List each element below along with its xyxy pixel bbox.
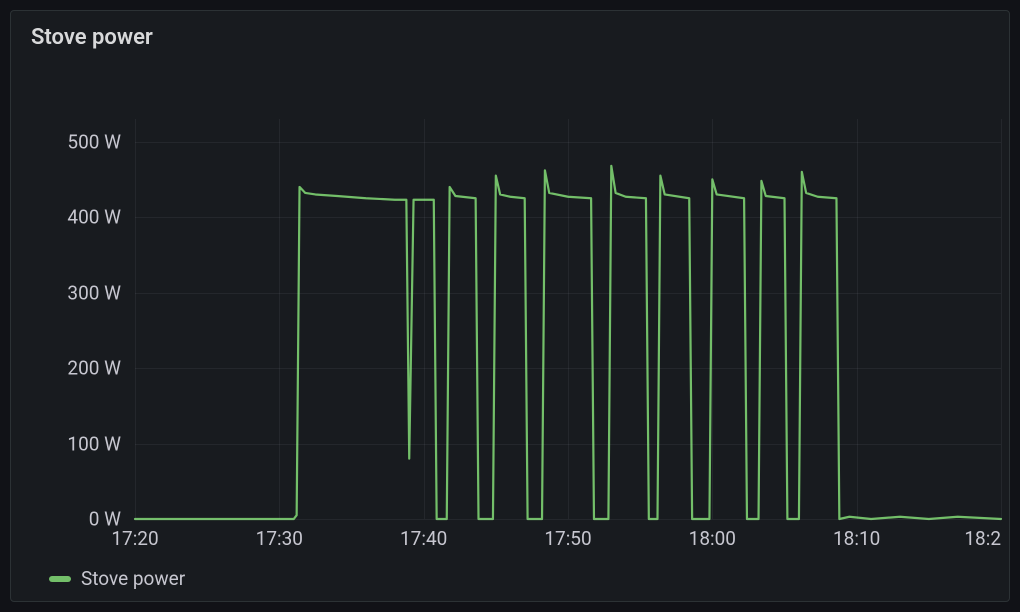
grid-line-vertical bbox=[279, 119, 280, 519]
grid-line-vertical bbox=[1001, 119, 1002, 519]
legend-label: Stove power bbox=[81, 567, 185, 590]
panel-title: Stove power bbox=[31, 25, 153, 50]
grid-line-vertical bbox=[857, 119, 858, 519]
y-tick-label: 200 W bbox=[67, 357, 121, 380]
y-tick-label: 500 W bbox=[67, 130, 121, 153]
y-tick-label: 400 W bbox=[67, 206, 121, 229]
grid-line-horizontal bbox=[135, 519, 1001, 520]
chart-panel: Stove power 0 W100 W200 W300 W400 W500 W… bbox=[10, 10, 1010, 602]
legend[interactable]: Stove power bbox=[49, 567, 185, 590]
x-tick-label: 17:30 bbox=[256, 527, 303, 550]
x-tick-label: 18:2 bbox=[964, 527, 1001, 550]
x-tick-label: 17:50 bbox=[544, 527, 591, 550]
grid-line-vertical bbox=[712, 119, 713, 519]
grid-line-vertical bbox=[135, 119, 136, 519]
legend-swatch bbox=[49, 576, 71, 582]
x-tick-label: 17:40 bbox=[400, 527, 447, 550]
plot-area[interactable] bbox=[135, 119, 1001, 519]
x-tick-label: 18:10 bbox=[833, 527, 880, 550]
x-tick-label: 18:00 bbox=[689, 527, 736, 550]
y-tick-label: 100 W bbox=[67, 432, 121, 455]
grid-line-vertical bbox=[568, 119, 569, 519]
x-tick-label: 17:20 bbox=[111, 527, 158, 550]
grid-line-vertical bbox=[424, 119, 425, 519]
y-tick-label: 300 W bbox=[67, 281, 121, 304]
